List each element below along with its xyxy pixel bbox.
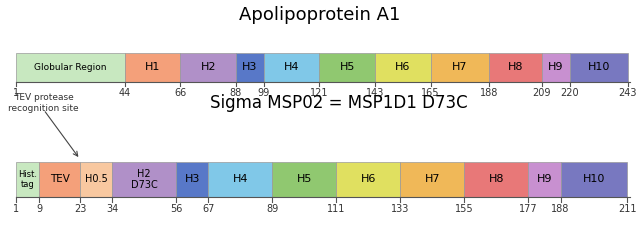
Text: Apolipoprotein A1: Apolipoprotein A1 [239,6,401,24]
Bar [570,53,628,82]
Bar [529,162,561,197]
Text: 188: 188 [551,204,570,214]
Bar [16,53,125,82]
Text: 99: 99 [258,88,270,98]
Bar [431,53,489,82]
Bar [39,162,80,197]
Text: 34: 34 [106,204,118,214]
Text: 88: 88 [230,88,242,98]
Text: H5: H5 [340,62,355,72]
Text: 111: 111 [327,204,346,214]
Text: H8: H8 [508,62,523,72]
Bar [336,162,401,197]
Text: 89: 89 [266,204,278,214]
Text: 243: 243 [619,88,637,98]
Text: H0.5: H0.5 [84,174,108,184]
Text: 220: 220 [561,88,579,98]
Bar [272,162,336,197]
Bar [16,162,39,197]
Bar [236,53,264,82]
Text: H4: H4 [284,62,300,72]
Bar [319,53,375,82]
Text: H3: H3 [184,174,200,184]
Text: H6: H6 [395,62,410,72]
Bar [112,162,176,197]
Text: H7: H7 [452,62,467,72]
Text: H10: H10 [588,62,610,72]
Bar [401,162,465,197]
Text: Globular Region: Globular Region [34,63,107,72]
Text: H10: H10 [583,174,605,184]
Text: 66: 66 [174,88,186,98]
Text: 67: 67 [202,204,214,214]
Text: 9: 9 [36,204,42,214]
Text: H5: H5 [296,174,312,184]
Text: 188: 188 [479,88,498,98]
Text: H9: H9 [548,62,564,72]
Text: Hist.
tag: Hist. tag [18,170,37,189]
Text: 23: 23 [74,204,86,214]
Text: 143: 143 [366,88,384,98]
Bar [561,162,627,197]
Text: 177: 177 [519,204,538,214]
Text: Sigma MSP02 = MSP1D1 D73C: Sigma MSP02 = MSP1D1 D73C [211,94,468,112]
Text: 1: 1 [13,88,19,98]
Bar [264,53,319,82]
Text: H2
D73C: H2 D73C [131,169,157,190]
Text: H3: H3 [242,62,257,72]
Bar [80,162,112,197]
Text: 133: 133 [391,204,410,214]
Text: TEV protease
recognition site: TEV protease recognition site [8,93,79,113]
Text: 121: 121 [310,88,329,98]
Bar [465,162,529,197]
Text: TEV: TEV [50,174,70,184]
Bar [180,53,236,82]
Text: H2: H2 [200,62,216,72]
Text: 44: 44 [118,88,131,98]
Text: H6: H6 [361,174,376,184]
Bar [375,53,431,82]
Text: H4: H4 [232,174,248,184]
Bar [208,162,272,197]
Bar [176,162,208,197]
Text: 155: 155 [455,204,474,214]
Text: 165: 165 [421,88,440,98]
Text: H1: H1 [145,62,160,72]
Bar [489,53,542,82]
Text: 56: 56 [170,204,182,214]
Text: 211: 211 [618,204,637,214]
Bar [542,53,570,82]
Text: 209: 209 [532,88,551,98]
Text: H8: H8 [489,174,504,184]
Text: H9: H9 [537,174,552,184]
Text: 1: 1 [13,204,19,214]
Text: H7: H7 [425,174,440,184]
Bar [125,53,180,82]
